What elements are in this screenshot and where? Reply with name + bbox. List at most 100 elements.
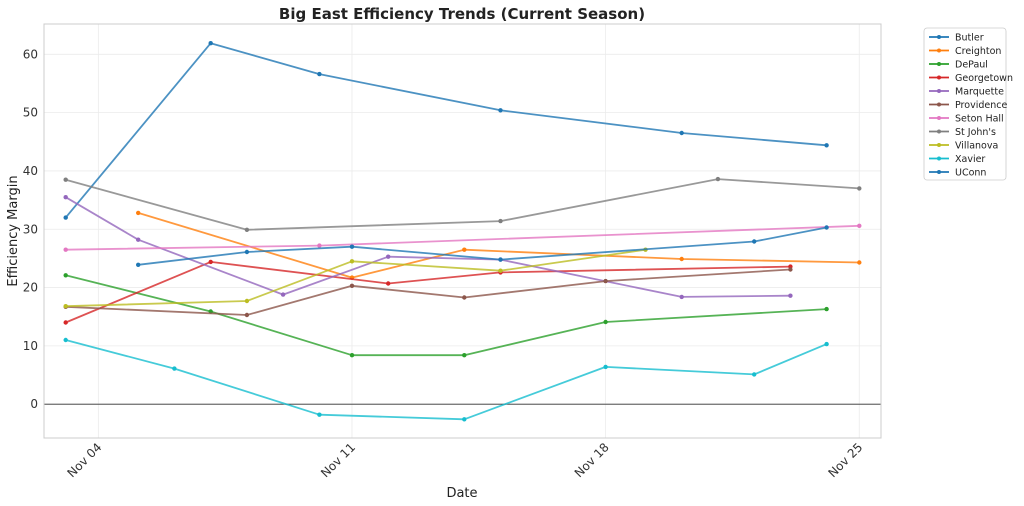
x-tick-label: Nov 25 [825, 440, 865, 480]
legend-marker [937, 89, 941, 93]
legend-item-st-john-s: St John's [929, 127, 996, 138]
legend-item-seton-hall: Seton Hall [929, 114, 1004, 125]
data-point [317, 412, 322, 417]
data-point [349, 259, 355, 264]
data-point [280, 292, 286, 297]
legend-label: Xavier [955, 154, 985, 165]
data-point [752, 372, 757, 377]
series-butler [63, 41, 829, 220]
legend-marker [937, 48, 941, 53]
legend-marker [937, 116, 941, 120]
data-point [244, 249, 250, 255]
chart-title: Big East Efficiency Trends (Current Seas… [279, 5, 645, 23]
data-point [63, 177, 68, 182]
series-xavier [63, 337, 829, 422]
series-seton-hall [63, 223, 862, 252]
data-point [63, 215, 68, 220]
data-point [136, 237, 141, 242]
data-point [752, 239, 757, 244]
legend-item-villanova: Villanova [929, 141, 998, 152]
y-tick-label: 10 [23, 339, 38, 353]
data-point [349, 353, 355, 358]
y-tick-label: 20 [23, 281, 38, 295]
data-point [317, 243, 322, 248]
y-tick-label: 40 [23, 164, 38, 178]
legend-label: Seton Hall [955, 114, 1004, 125]
legend-label: DePaul [955, 60, 988, 71]
series-line-butler [65, 42, 827, 219]
data-point [824, 306, 829, 312]
legend-label: Georgetown [955, 73, 1013, 84]
y-axis-label: Efficiency Margin [6, 175, 21, 286]
y-tick-label: 60 [23, 47, 38, 61]
legend-item-creighton: Creighton [929, 46, 1001, 57]
legend-marker [937, 143, 941, 147]
data-point [462, 247, 467, 252]
legend-marker [937, 35, 941, 39]
x-tick-label: Nov 18 [572, 440, 612, 480]
legend-item-butler: Butler [929, 33, 984, 44]
data-point [349, 244, 355, 249]
data-point [715, 176, 721, 182]
legend-label: UConn [955, 168, 986, 179]
series-st-john-s [63, 176, 862, 232]
legend-marker [937, 129, 941, 134]
series-line-uconn [138, 226, 827, 266]
series-uconn [136, 225, 829, 267]
legend-item-xavier: Xavier [929, 154, 985, 165]
data-point [824, 143, 829, 148]
data-point [63, 304, 68, 309]
y-tick-label: 0 [30, 397, 38, 411]
x-axis-ticks: Nov 04 Nov 11 Nov 18 Nov 25 [65, 440, 866, 480]
data-point [63, 337, 68, 343]
series-depaul [63, 273, 829, 358]
data-point [386, 254, 391, 259]
legend-box [923, 27, 1007, 181]
data-point [63, 320, 68, 325]
data-point [63, 247, 68, 252]
data-point [603, 364, 608, 370]
legend-item-marquette: Marquette [929, 87, 1004, 98]
legend-marker [937, 75, 941, 80]
data-point [603, 319, 608, 325]
data-point [857, 260, 862, 265]
legend-label: St John's [955, 127, 996, 138]
y-tick-label: 30 [23, 222, 38, 236]
data-point [208, 259, 213, 265]
x-axis-label: Date [446, 486, 477, 501]
data-point [462, 353, 467, 358]
plot-area-border [43, 23, 882, 439]
data-point [386, 281, 391, 286]
legend-label: Butler [955, 33, 984, 44]
data-point [498, 257, 503, 262]
legend-marker [937, 156, 941, 161]
legend-label: Villanova [955, 141, 998, 152]
y-axis-ticks: 0 10 20 30 40 50 60 [23, 47, 38, 411]
x-tick-label: Nov 04 [65, 440, 105, 480]
legend-label: Providence [955, 100, 1007, 111]
data-point [498, 218, 503, 224]
data-point [679, 294, 684, 300]
data-point [824, 341, 829, 347]
data-point [788, 267, 793, 272]
data-point [317, 71, 322, 77]
data-point [679, 130, 684, 136]
legend-marker [937, 102, 941, 107]
data-point [63, 195, 68, 200]
data-point [462, 417, 467, 422]
legend-item-providence: Providence [929, 100, 1007, 111]
data-point [172, 366, 177, 371]
data-point [857, 223, 862, 228]
data-point [498, 108, 503, 113]
data-point [244, 298, 250, 304]
data-point [244, 227, 250, 232]
data-point [498, 268, 503, 273]
series-line-depaul [65, 274, 827, 357]
legend-label: Creighton [955, 46, 1001, 57]
data-point [603, 278, 608, 284]
data-point [679, 256, 684, 262]
data-point [462, 295, 467, 300]
data-point [63, 273, 68, 278]
legend-item-georgetown: Georgetown [929, 73, 1013, 84]
